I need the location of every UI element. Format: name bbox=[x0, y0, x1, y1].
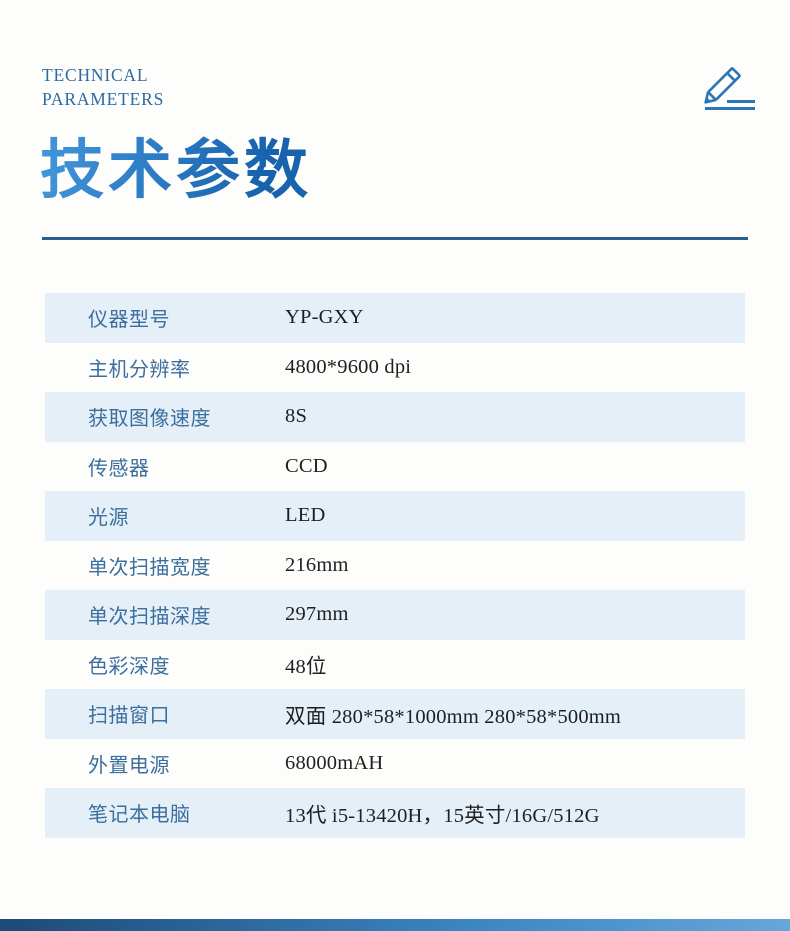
spec-value: LED bbox=[285, 504, 326, 527]
spec-value: 216mm bbox=[285, 553, 349, 576]
spec-label: 单次扫描深度 bbox=[88, 606, 211, 629]
spec-label: 色彩深度 bbox=[88, 655, 170, 678]
spec-value: 68000mAH bbox=[285, 751, 384, 774]
spec-value: 8S bbox=[285, 405, 308, 428]
spec-row: 色彩深度 48位 bbox=[45, 640, 745, 690]
title-divider bbox=[42, 237, 748, 240]
spec-row: 扫描窗口 双面 280*58*1000mm 280*58*500mm bbox=[45, 689, 745, 739]
spec-row: 仪器型号 YP-GXY bbox=[45, 293, 745, 343]
spec-value: 双面 280*58*1000mm 280*58*500mm bbox=[285, 705, 622, 728]
pencil-writing-icon bbox=[699, 62, 757, 112]
spec-row: 单次扫描深度 297mm bbox=[45, 590, 745, 640]
spec-row: 主机分辨率 4800*9600 dpi bbox=[45, 343, 745, 393]
spec-row: 传感器 CCD bbox=[45, 442, 745, 492]
spec-value: 13代 i5-13420H，15英寸/16G/512G bbox=[285, 804, 600, 827]
spec-label: 获取图像速度 bbox=[88, 408, 211, 431]
eyebrow-line-1: TECHNICAL bbox=[42, 65, 149, 85]
spec-value: 4800*9600 dpi bbox=[285, 355, 412, 378]
spec-row: 外置电源 68000mAH bbox=[45, 739, 745, 789]
spec-value: YP-GXY bbox=[285, 306, 364, 329]
spec-row: 光源 LED bbox=[45, 491, 745, 541]
spec-row: 获取图像速度 8S bbox=[45, 392, 745, 442]
spec-label: 主机分辨率 bbox=[88, 358, 191, 381]
spec-value: 48位 bbox=[285, 656, 327, 679]
eyebrow-line-2: PARAMETERS bbox=[42, 88, 165, 109]
spec-label: 光源 bbox=[88, 507, 129, 530]
spec-label: 单次扫描宽度 bbox=[88, 556, 211, 579]
spec-table: 仪器型号 YP-GXY 主机分辨率 4800*9600 dpi 获取图像速度 8S 传感器 C… bbox=[45, 293, 745, 838]
spec-label: 笔记本电脑 bbox=[88, 804, 191, 827]
eyebrow-heading: TECHNICAL PARAMETERS bbox=[42, 64, 164, 111]
spec-value: CCD bbox=[285, 454, 328, 477]
page-title: 技术参数 bbox=[40, 130, 312, 210]
footer-accent-bar bbox=[0, 919, 790, 931]
spec-label: 外置电源 bbox=[88, 754, 170, 777]
spec-label: 扫描窗口 bbox=[88, 705, 170, 728]
spec-value: 297mm bbox=[285, 603, 349, 626]
spec-label: 传感器 bbox=[88, 457, 150, 480]
spec-row: 单次扫描宽度 216mm bbox=[45, 541, 745, 591]
spec-label: 仪器型号 bbox=[88, 309, 170, 332]
spec-row: 笔记本电脑 13代 i5-13420H，15英寸/16G/512G bbox=[45, 788, 745, 838]
